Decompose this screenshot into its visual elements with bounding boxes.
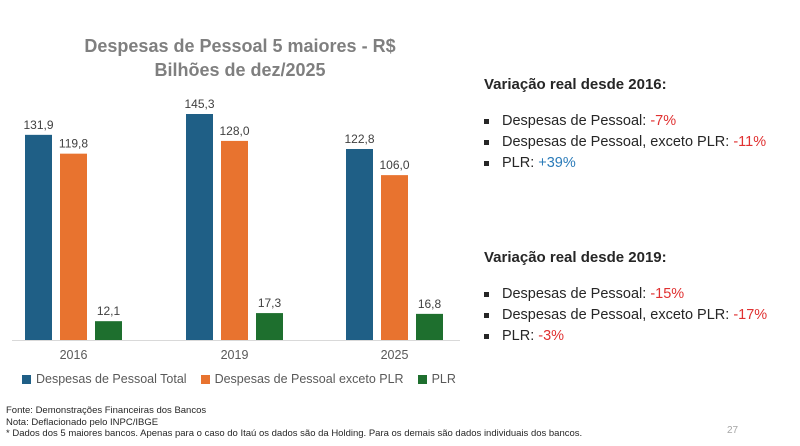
chart-title: Despesas de Pessoal 5 maiores - R$ xyxy=(84,36,396,56)
footnotes: Fonte: Demonstrações Financeiras dos Ban… xyxy=(6,405,582,440)
bar-2016-series-0 xyxy=(25,134,52,340)
x-tick-label-2025: 2025 xyxy=(381,348,409,362)
chart-subtitle: Bilhões de dez/2025 xyxy=(154,60,326,80)
legend-item-plr: PLR xyxy=(417,372,456,386)
bullet-icon xyxy=(484,334,489,339)
bar-2025-series-2 xyxy=(416,313,443,340)
list-item: Despesas de Pessoal, exceto PLR: -11% xyxy=(484,132,794,153)
legend-item-total: Despesas de Pessoal Total xyxy=(22,372,187,386)
variation-panel-2016: Variação real desde 2016: Despesas de Pe… xyxy=(484,76,794,174)
bar-2025-series-1 xyxy=(381,175,408,340)
bar-2016-series-1 xyxy=(60,153,87,340)
variation-panel-2019: Variação real desde 2019: Despesas de Pe… xyxy=(484,249,794,347)
item-label: Despesas de Pessoal, exceto PLR: xyxy=(502,307,734,323)
data-label-2016-series-0: 131,9 xyxy=(23,118,53,132)
list-item: Despesas de Pessoal: -15% xyxy=(484,284,794,305)
legend-swatch-total xyxy=(22,374,31,384)
data-label-2025-series-1: 106,0 xyxy=(379,158,409,172)
variation-list-2019: Despesas de Pessoal: -15% Despesas de Pe… xyxy=(484,284,794,347)
bullet-icon xyxy=(484,119,489,124)
bar-chart: 131,9 119,8 12,1 2016 145,3 128,0 17,3 2019 122,… xyxy=(12,97,460,362)
item-label: PLR: xyxy=(502,155,539,171)
data-label-2019-series-1: 128,0 xyxy=(219,124,249,138)
item-label: Despesas de Pessoal, exceto PLR: xyxy=(502,134,734,150)
bar-2019-series-1 xyxy=(221,140,248,340)
list-item: PLR: -3% xyxy=(484,326,794,347)
list-item: PLR: +39% xyxy=(484,153,794,174)
data-label-2019-series-2: 17,3 xyxy=(258,296,282,310)
chart-legend: Despesas de Pessoal Total Despesas de Pe… xyxy=(22,372,456,386)
data-label-2016-series-2: 12,1 xyxy=(97,304,121,318)
legend-label-total: Despesas de Pessoal Total xyxy=(36,372,187,386)
item-value: -7% xyxy=(650,113,677,129)
data-label-2025-series-2: 16,8 xyxy=(418,297,442,311)
panel-heading-2016: Variação real desde 2016: xyxy=(484,76,667,93)
bullet-icon xyxy=(484,292,489,297)
item-value: -15% xyxy=(650,286,685,302)
bar-2016-series-2 xyxy=(95,321,122,340)
bar-2019-series-2 xyxy=(256,313,283,340)
footnote-source: Fonte: Demonstrações Financeiras dos Ban… xyxy=(6,405,207,416)
item-value: -11% xyxy=(733,134,767,150)
panel-heading-2019: Variação real desde 2019: xyxy=(484,249,667,266)
page-number: 27 xyxy=(727,425,739,436)
item-value: -17% xyxy=(733,307,768,323)
item-value: +39% xyxy=(538,155,576,171)
legend-swatch-exceto-plr xyxy=(200,374,210,384)
legend-swatch-plr xyxy=(417,374,427,384)
item-label: PLR: xyxy=(502,328,539,344)
x-tick-label-2016: 2016 xyxy=(60,348,88,362)
bullet-icon xyxy=(484,313,489,318)
x-tick-label-2019: 2019 xyxy=(221,348,249,362)
bullet-icon xyxy=(484,140,489,145)
data-label-2016-series-1: 119,8 xyxy=(59,137,88,151)
item-label: Despesas de Pessoal: xyxy=(502,113,651,129)
data-label-2019-series-0: 145,3 xyxy=(184,97,214,111)
chart-title-block: Despesas de Pessoal 5 maiores - R$ Bilhõ… xyxy=(20,34,460,82)
bullet-icon xyxy=(484,161,489,166)
footnote-note: Nota: Deflacionado pelo INPC/IBGE xyxy=(6,416,159,428)
bar-2025-series-0 xyxy=(346,148,373,340)
variation-list-2016: Despesas de Pessoal: -7% Despesas de Pes… xyxy=(484,111,794,174)
footnote-detail: * Dados dos 5 maiores bancos. Apenas par… xyxy=(6,428,583,439)
data-label-2025-series-0: 122,8 xyxy=(344,132,374,146)
legend-label-exceto-plr: Despesas de Pessoal exceto PLR xyxy=(214,372,404,386)
legend-label-plr: PLR xyxy=(431,372,456,386)
item-label: Despesas de Pessoal: xyxy=(502,286,651,302)
list-item: Despesas de Pessoal, exceto PLR: -17% xyxy=(484,305,794,326)
list-item: Despesas de Pessoal: -7% xyxy=(484,111,794,132)
item-value: -3% xyxy=(538,328,565,344)
legend-item-exceto-plr: Despesas de Pessoal exceto PLR xyxy=(200,372,404,386)
bar-2019-series-0 xyxy=(186,114,213,340)
